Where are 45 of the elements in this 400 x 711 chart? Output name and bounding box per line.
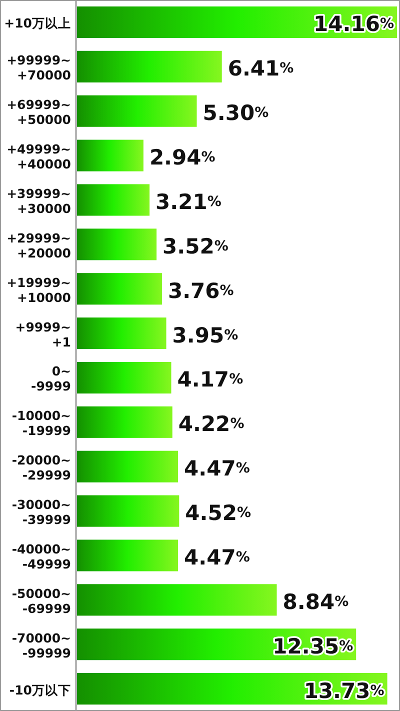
data-label: 3.95% bbox=[172, 323, 238, 348]
y-tick-label: -70000~-99999 bbox=[12, 630, 71, 660]
data-label: 3.21% bbox=[156, 190, 222, 214]
data-label: 6.41% bbox=[228, 56, 294, 81]
data-label: 3.76% bbox=[168, 278, 234, 303]
y-tick-label: -40000~-49999 bbox=[12, 541, 71, 572]
data-label: 13.73% bbox=[304, 678, 384, 703]
y-tick-label: +99999~+70000 bbox=[6, 52, 72, 83]
bar bbox=[77, 95, 197, 127]
bar bbox=[77, 273, 162, 305]
y-tick-label: -10万以下 bbox=[9, 682, 71, 698]
bar bbox=[77, 140, 144, 172]
y-tick-label: 0~-9999 bbox=[31, 364, 71, 394]
bar bbox=[77, 318, 166, 350]
data-label: 5.30% bbox=[202, 101, 269, 126]
bar bbox=[77, 540, 178, 572]
y-tick-label: +49999~+40000 bbox=[6, 142, 72, 172]
y-tick-label: +29999~+20000 bbox=[6, 230, 72, 260]
data-label: 2.94% bbox=[149, 146, 216, 170]
data-label: 4.17% bbox=[177, 368, 244, 392]
bar bbox=[77, 406, 172, 438]
data-label: 12.35% bbox=[272, 634, 354, 658]
bar bbox=[77, 228, 157, 260]
data-label: 14.16% bbox=[314, 12, 394, 36]
y-tick-label: -30000~-39999 bbox=[12, 497, 71, 528]
bar bbox=[77, 450, 178, 482]
y-tick-label: +69999~+50000 bbox=[6, 97, 72, 128]
y-tick-label: +9999~+1 bbox=[15, 319, 71, 350]
y-tick-label: +10万以上 bbox=[4, 16, 71, 31]
data-label: 8.84% bbox=[282, 590, 349, 614]
bar bbox=[77, 584, 277, 616]
data-label: 4.52% bbox=[185, 501, 252, 526]
bar bbox=[77, 184, 150, 216]
data-label: 3.52% bbox=[162, 234, 228, 258]
bar bbox=[77, 495, 180, 527]
y-tick-label: -10000~-19999 bbox=[12, 408, 71, 438]
y-tick-label: +19999~+10000 bbox=[6, 274, 72, 305]
y-tick-label: +39999~+30000 bbox=[6, 186, 72, 216]
data-label: 4.22% bbox=[178, 412, 244, 436]
data-label: 4.47% bbox=[184, 545, 250, 570]
data-label: 4.47% bbox=[184, 456, 250, 481]
y-tick-label: -20000~-29999 bbox=[12, 452, 71, 483]
bar bbox=[77, 362, 172, 394]
bar bbox=[77, 50, 222, 82]
y-tick-label: -50000~-69999 bbox=[12, 586, 71, 616]
